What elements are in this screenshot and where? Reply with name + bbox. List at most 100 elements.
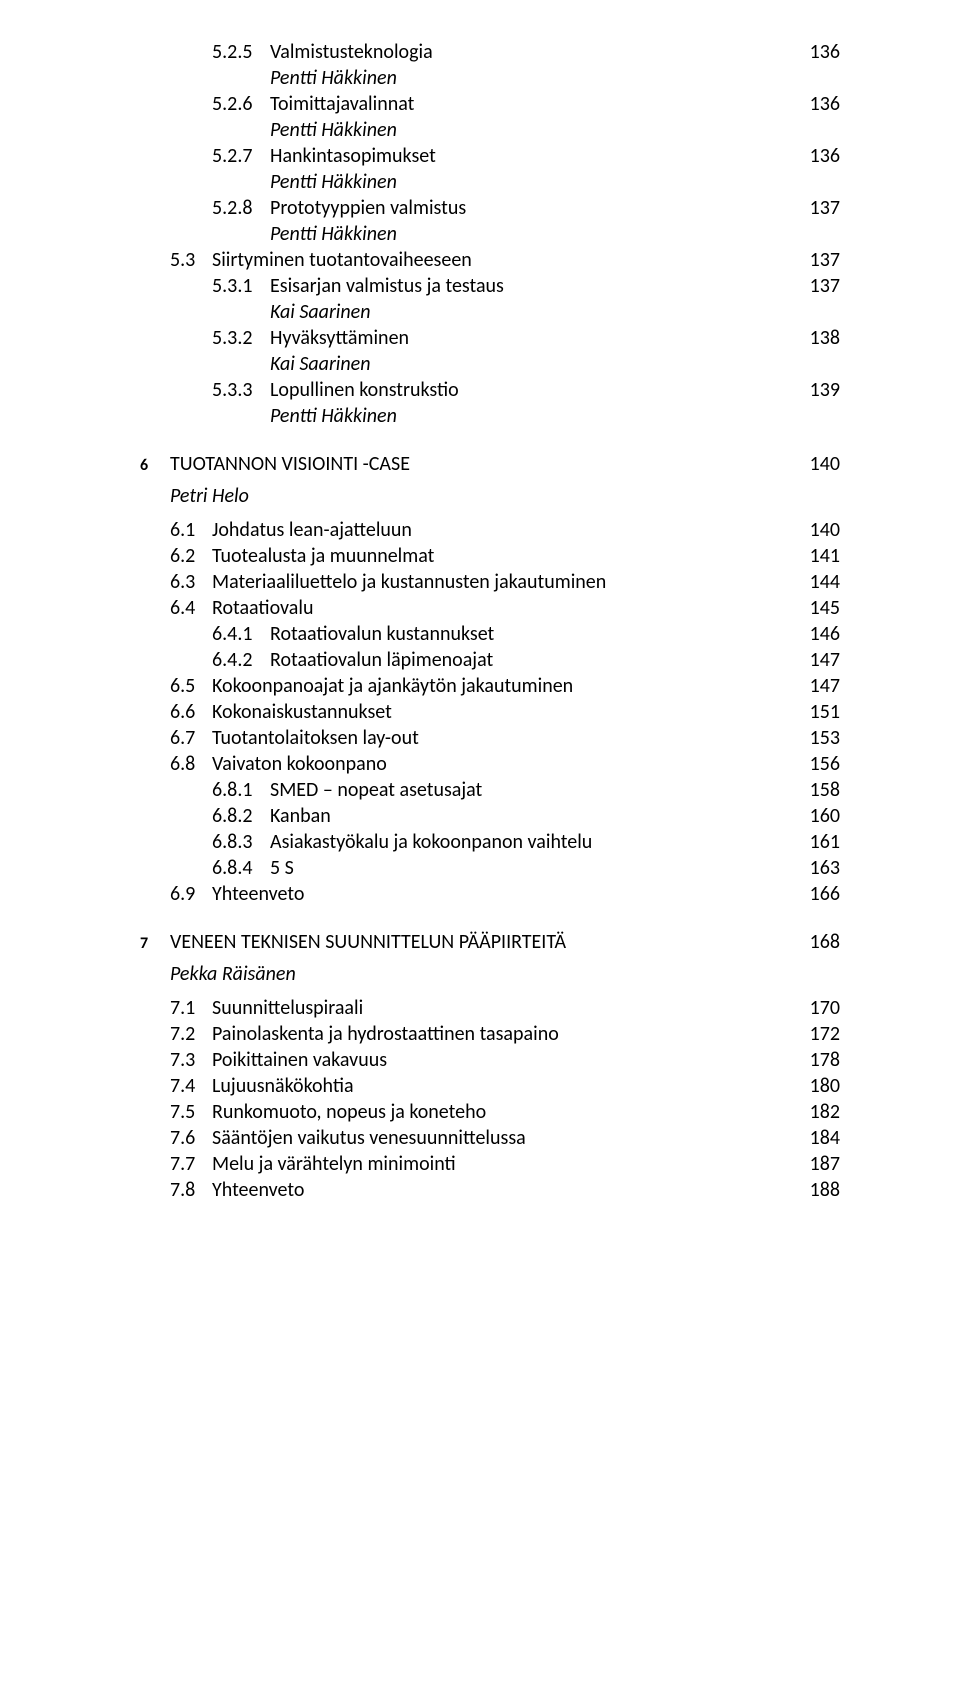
toc-row: Kai Saarinen	[140, 300, 840, 324]
toc-row: 7.8Yhteenveto 188	[140, 1178, 840, 1202]
section-number: 7.8	[170, 1178, 212, 1202]
page-number: 140	[810, 518, 840, 542]
toc-row: 7.6Sääntöjen vaikutus venesuunnittelussa…	[140, 1126, 840, 1150]
section-number: 6.8.1	[212, 778, 270, 802]
page-number: 163	[810, 856, 840, 880]
page-number: 146	[810, 622, 840, 646]
toc-row: 5.3.2Hyväksyttäminen138	[140, 326, 840, 350]
page-number: 182	[810, 1100, 840, 1124]
section-number: 5.3.2	[212, 326, 270, 350]
page-number: 136	[810, 144, 840, 168]
toc-row: 6.8.3Asiakastyökalu ja kokoonpanon vaiht…	[140, 830, 840, 854]
section-title: Melu ja värähtelyn minimointi	[212, 1152, 456, 1176]
toc-row: 6.8Vaivaton kokoonpano156	[140, 752, 840, 776]
toc-row: 6.8.1SMED – nopeat asetusajat158	[140, 778, 840, 802]
chapter-number: 7	[140, 934, 170, 953]
section-number: 7.7	[170, 1152, 212, 1176]
toc-row: 6.2Tuotealusta ja muunnelmat 141	[140, 544, 840, 568]
page-number: 141	[810, 544, 840, 568]
section-title: Kanban	[270, 804, 331, 828]
page-number: 178	[810, 1048, 840, 1072]
toc-row: 7.3Poikittainen vakavuus178	[140, 1048, 840, 1072]
section-title: Toimittajavalinnat	[270, 92, 414, 116]
section-number: 6.8.3	[212, 830, 270, 854]
section-author: Pentti Häkkinen	[270, 118, 397, 142]
page-number: 188	[810, 1178, 840, 1202]
toc-row: 6.5Kokoonpanoajat ja ajankäytön jakautum…	[140, 674, 840, 698]
section-title: Lopullinen konstrukstio	[270, 378, 459, 402]
section-number: 5.2.5	[212, 40, 270, 64]
section-title: Sääntöjen vaikutus venesuunnittelussa	[212, 1126, 526, 1150]
page-number: 145	[810, 596, 840, 620]
toc-row: Petri Helo	[140, 484, 840, 508]
section-number: 7.1	[170, 996, 212, 1020]
page-number: 184	[810, 1126, 840, 1150]
page-number: 166	[810, 882, 840, 906]
page-number: 156	[810, 752, 840, 776]
toc-row: Pentti Häkkinen	[140, 118, 840, 142]
section-title: Painolaskenta ja hydrostaattinen tasapai…	[212, 1022, 559, 1046]
toc-row: Pekka Räisänen	[140, 962, 840, 986]
toc-row: 7.4Lujuusnäkökohtia180	[140, 1074, 840, 1098]
toc-row: 5.2.7Hankintasopimukset 136	[140, 144, 840, 168]
section-number: 6.4	[170, 596, 212, 620]
section-number: 7.6	[170, 1126, 212, 1150]
chapter-author: Pekka Räisänen	[170, 962, 296, 986]
section-number: 7.3	[170, 1048, 212, 1072]
page-number: 180	[810, 1074, 840, 1098]
chapter-title: VENEEN TEKNISEN SUUNNITTELUN PÄÄPIIRTEIT…	[170, 930, 566, 954]
toc-row: 6.6Kokonaiskustannukset151	[140, 700, 840, 724]
section-number: 5.2.7	[212, 144, 270, 168]
section-number: 6.4.2	[212, 648, 270, 672]
section-number: 5.3.3	[212, 378, 270, 402]
table-of-contents: 5.2.5Valmistusteknologia 136 Pentti Häkkin…	[140, 40, 840, 1202]
chapter-author: Petri Helo	[170, 484, 249, 508]
section-title: Valmistusteknologia	[270, 40, 433, 64]
toc-row: 6.4.2Rotaatiovalun läpimenoajat147	[140, 648, 840, 672]
section-number: 5.2.8	[212, 196, 270, 220]
page-number: 161	[810, 830, 840, 854]
page-number: 153	[810, 726, 840, 750]
section-title: Hankintasopimukset	[270, 144, 436, 168]
page-number: 151	[810, 700, 840, 724]
page-number: 168	[810, 930, 840, 954]
section-title: Kokonaiskustannukset	[212, 700, 392, 724]
section-title: Rotaatiovalun läpimenoajat	[270, 648, 493, 672]
section-author: Kai Saarinen	[270, 352, 371, 376]
page-number: 187	[810, 1152, 840, 1176]
section-author: Pentti Häkkinen	[270, 170, 397, 194]
section-title: Esisarjan valmistus ja testaus	[270, 274, 504, 298]
toc-row: 5.3Siirtyminen tuotantovaiheeseen137	[140, 248, 840, 272]
toc-row: 6.9Yhteenveto 166	[140, 882, 840, 906]
toc-row: Pentti Häkkinen	[140, 66, 840, 90]
section-title: Tuotantolaitoksen lay-out	[212, 726, 419, 750]
section-author: Pentti Häkkinen	[270, 404, 397, 428]
toc-row: 6.3Materiaaliluettelo ja kustannusten ja…	[140, 570, 840, 594]
section-number: 5.3.1	[212, 274, 270, 298]
page-number: 158	[810, 778, 840, 802]
page-number: 137	[810, 248, 840, 272]
toc-row: 7.5Runkomuoto, nopeus ja koneteho182	[140, 1100, 840, 1124]
section-title: Rotaatiovalun kustannukset	[270, 622, 494, 646]
section-number: 6.9	[170, 882, 212, 906]
page-number: 140	[810, 452, 840, 476]
page-number: 172	[810, 1022, 840, 1046]
toc-row: Pentti Häkkinen	[140, 404, 840, 428]
page-number: 138	[810, 326, 840, 350]
section-number: 6.3	[170, 570, 212, 594]
section-number: 5.3	[170, 248, 212, 272]
section-title: Lujuusnäkökohtia	[212, 1074, 354, 1098]
section-number: 6.8	[170, 752, 212, 776]
section-title: Yhteenveto	[212, 882, 304, 906]
section-title: Tuotealusta ja muunnelmat	[212, 544, 434, 568]
section-title: Kokoonpanoajat ja ajankäytön jakautumine…	[212, 674, 573, 698]
toc-row: 7.7Melu ja värähtelyn minimointi 187	[140, 1152, 840, 1176]
section-number: 5.2.6	[212, 92, 270, 116]
section-title: Johdatus lean-ajatteluun	[212, 518, 412, 542]
section-title: Yhteenveto	[212, 1178, 304, 1202]
section-number: 6.1	[170, 518, 212, 542]
section-number: 6.2	[170, 544, 212, 568]
toc-row: 6.8.45 S163	[140, 856, 840, 880]
toc-row: 5.3.1Esisarjan valmistus ja testaus137	[140, 274, 840, 298]
chapter-number: 6	[140, 456, 170, 475]
